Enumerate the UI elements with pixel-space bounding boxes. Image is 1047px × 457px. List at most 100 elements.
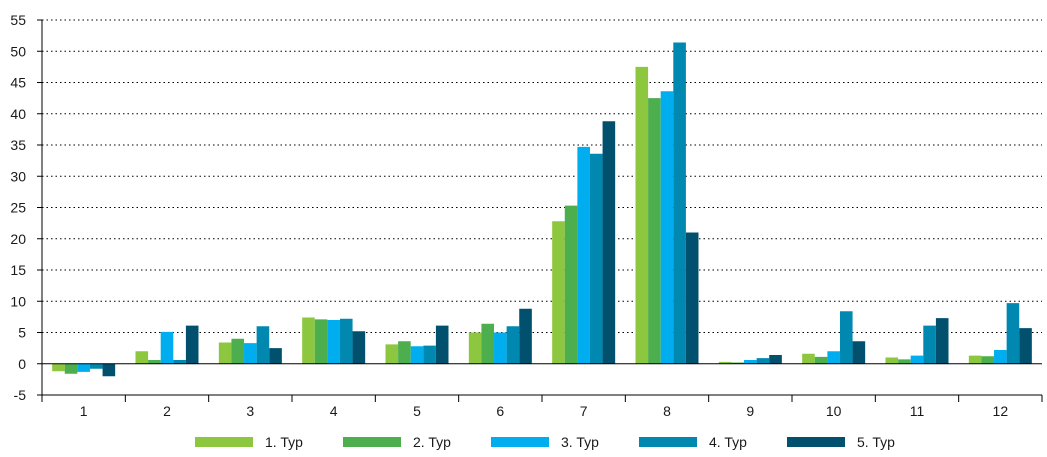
y-tick-label: 25	[10, 200, 26, 216]
bar	[660, 91, 674, 364]
x-tick-label: 8	[663, 403, 671, 419]
y-axis-tick-labels: -5 0 5 10 15 20 25 30 35 40 45 50 55	[10, 12, 26, 403]
legend-swatch	[343, 437, 401, 447]
bar	[1006, 303, 1020, 364]
bar	[885, 357, 899, 364]
bar	[648, 98, 661, 364]
x-tick-label: 10	[826, 403, 842, 419]
bar	[756, 358, 770, 364]
x-tick-label: 1	[80, 403, 88, 419]
y-tick-label: 0	[18, 356, 26, 372]
gridlines	[42, 19, 1042, 396]
x-tick-label: 5	[413, 403, 421, 419]
bar	[468, 332, 482, 364]
bar	[435, 325, 449, 364]
bar	[244, 343, 257, 364]
y-tick-label: 45	[10, 75, 26, 91]
bar	[352, 331, 366, 364]
bar	[314, 319, 328, 364]
bar	[1019, 328, 1032, 364]
y-tick-label: 20	[10, 231, 26, 247]
legend-item: 4. Typ	[639, 434, 747, 450]
bar	[769, 355, 782, 364]
bar	[89, 363, 103, 369]
legend: 1. Typ 2. Typ 3. Typ 4. Typ 5. Typ	[195, 434, 895, 450]
legend-label: 2. Typ	[413, 434, 451, 450]
bar	[481, 323, 495, 364]
bar	[519, 308, 532, 364]
legend-label: 5. Typ	[857, 434, 895, 450]
axes	[37, 19, 1043, 402]
bar	[994, 350, 1007, 364]
bar	[302, 317, 315, 364]
bar	[577, 146, 590, 364]
x-tick-label: 11	[910, 403, 925, 419]
legend-item: 5. Typ	[787, 434, 895, 450]
x-tick-label: 6	[496, 403, 504, 419]
bar	[410, 346, 424, 364]
bar	[423, 345, 436, 364]
bar	[635, 66, 649, 364]
bar	[148, 360, 161, 364]
legend-item: 2. Typ	[343, 434, 451, 450]
legend-label: 1. Typ	[265, 434, 303, 450]
legend-swatch	[491, 437, 549, 447]
bar	[135, 351, 149, 364]
bar	[802, 353, 815, 364]
y-tick-label: 50	[10, 43, 26, 59]
bar	[231, 338, 245, 364]
bar	[218, 342, 232, 364]
legend-swatch	[195, 437, 253, 447]
x-tick-label: 3	[246, 403, 254, 419]
bar	[898, 359, 911, 364]
y-tick-label: 15	[10, 262, 26, 278]
x-axis-tick-labels: 1 2 3 4 5 6 7 8 9 10 11 12	[80, 403, 1009, 419]
bar	[77, 363, 90, 372]
legend-item: 3. Typ	[491, 434, 599, 450]
bar	[494, 332, 507, 364]
x-tick-label: 4	[330, 403, 338, 419]
bar	[564, 205, 578, 364]
bar	[814, 356, 828, 364]
bar	[923, 325, 936, 364]
legend-swatch	[787, 437, 845, 447]
bar	[339, 318, 353, 364]
bar	[552, 221, 565, 364]
bar	[981, 356, 995, 364]
y-tick-label: 35	[10, 137, 26, 153]
y-tick-label: -5	[14, 387, 27, 403]
bar	[968, 355, 982, 364]
bar	[910, 355, 924, 364]
x-tick-label: 2	[163, 403, 171, 419]
legend-swatch	[639, 437, 697, 447]
bar	[256, 326, 270, 364]
bar	[269, 348, 282, 364]
y-tick-label: 5	[18, 325, 26, 341]
bar	[102, 363, 116, 377]
bar	[602, 121, 616, 364]
bar	[52, 363, 65, 372]
bar	[839, 311, 853, 364]
y-tick-label: 55	[10, 12, 26, 28]
bar	[173, 360, 186, 364]
bar	[744, 360, 757, 364]
x-tick-label: 9	[746, 403, 754, 419]
y-tick-label: 10	[10, 293, 26, 309]
bar	[827, 351, 840, 364]
bar	[160, 331, 174, 364]
bar	[589, 153, 603, 364]
y-tick-label: 30	[10, 168, 26, 184]
bar	[327, 320, 340, 364]
bar	[64, 363, 78, 374]
bar	[398, 341, 411, 364]
legend-item: 1. Typ	[195, 434, 303, 450]
bar	[935, 318, 949, 364]
bar	[731, 362, 745, 364]
legend-label: 3. Typ	[561, 434, 599, 450]
bar	[685, 232, 699, 364]
bar	[852, 341, 866, 364]
y-tick-label: 40	[10, 106, 26, 122]
bar	[673, 42, 686, 364]
x-tick-label: 7	[580, 403, 588, 419]
